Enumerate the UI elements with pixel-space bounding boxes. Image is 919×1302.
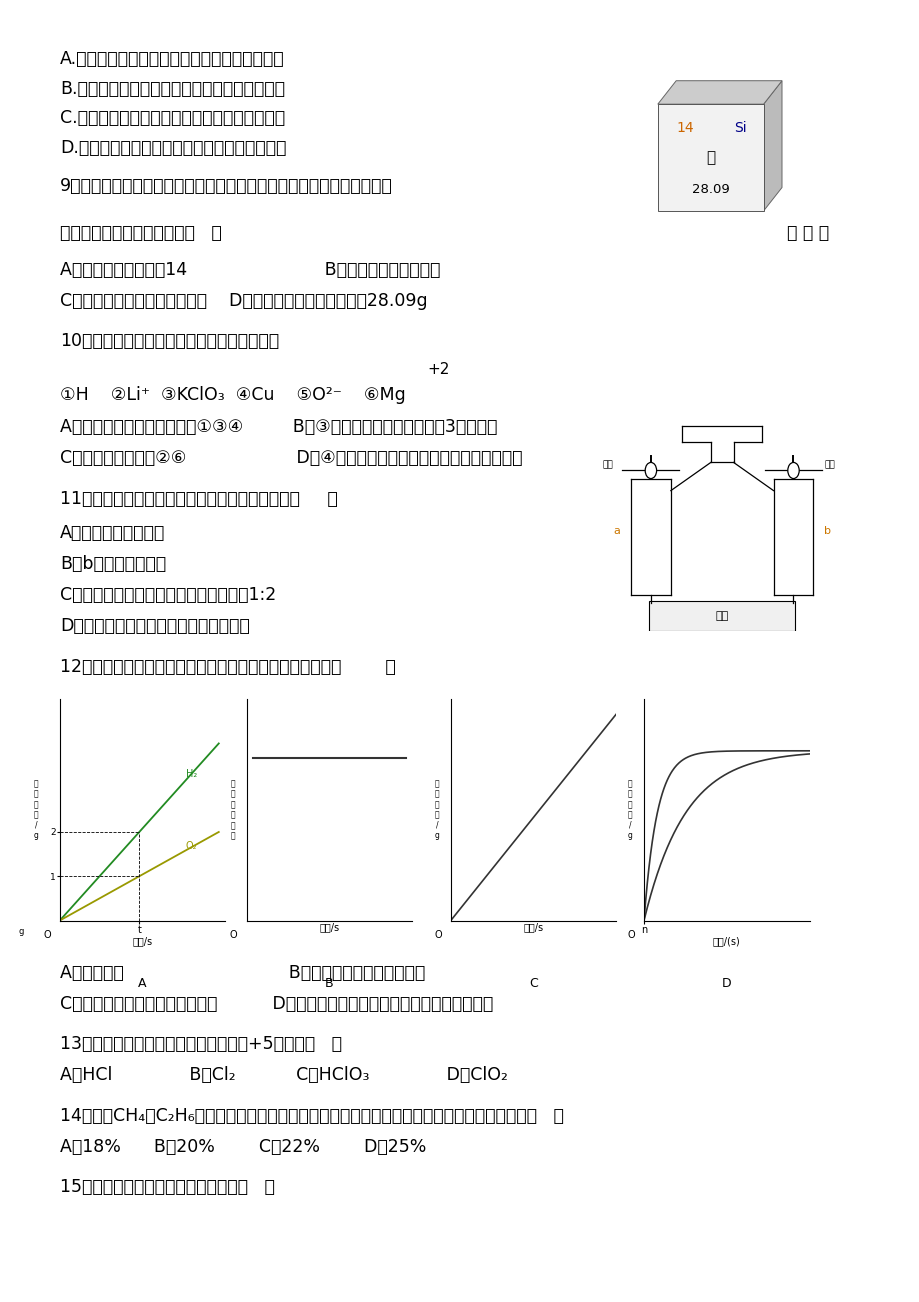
Text: 15．下列做法可以达到预期目的的是（   ）: 15．下列做法可以达到预期目的的是（ ） (60, 1178, 275, 1197)
Text: D: D (721, 976, 731, 990)
X-axis label: 时间/s: 时间/s (132, 936, 153, 947)
Text: C．实验中生成的氢气和氧气的体积比为1:2: C．实验中生成的氢气和氧气的体积比为1:2 (60, 586, 276, 604)
Text: 11．如图所示，有关电解水实验的说法正确的是（     ）: 11．如图所示，有关电解水实验的说法正确的是（ ） (60, 490, 337, 508)
Text: C.由一个带负电的质子和一个带负电的电子构成: C.由一个带负电的质子和一个带负电的电子构成 (60, 109, 285, 128)
Text: 13．在以下物质中，氯元素的化合价为+5价的是（   ）: 13．在以下物质中，氯元素的化合价为+5价的是（ ） (60, 1035, 342, 1053)
Polygon shape (763, 81, 781, 211)
Text: 电源: 电源 (715, 611, 728, 621)
Text: 14．现有CH₄和C₂H₆（乙烷）组成的可燃性混合气体，该混合气体中氢元素的质量分数可能是（   ）: 14．现有CH₄和C₂H₆（乙烷）组成的可燃性混合气体，该混合气体中氢元素的质量… (60, 1107, 563, 1125)
Text: 9．硅元素在现代信息技术产业有着广泛的应用，它在元素周期表中的信: 9．硅元素在现代信息技术产业有着广泛的应用，它在元素周期表中的信 (60, 177, 392, 195)
Text: C．地壳中含量最高的元素是硅    D．硅元素的相对原子质量是28.09g: C．地壳中含量最高的元素是硅 D．硅元素的相对原子质量是28.09g (60, 292, 427, 310)
Text: +2: +2 (427, 362, 449, 378)
X-axis label: 时间/(s): 时间/(s) (712, 936, 740, 947)
X-axis label: 时间/s: 时间/s (523, 922, 543, 932)
FancyBboxPatch shape (649, 602, 794, 631)
Circle shape (644, 462, 656, 479)
Text: A．硅原子的质子数为14                         B．硅元素属于金属元素: A．硅原子的质子数为14 B．硅元素属于金属元素 (60, 260, 439, 279)
Text: Si: Si (733, 121, 746, 134)
Text: 息 如 图: 息 如 图 (786, 224, 828, 242)
Text: A．水的电解                              B．木炭在密闭的容器内燃烧: A．水的电解 B．木炭在密闭的容器内燃烧 (60, 963, 425, 982)
Text: 所示．则下列说法正确的是（   ）: 所示．则下列说法正确的是（ ） (60, 224, 221, 242)
Text: O: O (627, 930, 634, 940)
Text: C．加热一定量的高锰酸钾制氧气          D．等质量的氯酸钾在有无二氧化锰条件下加热: C．加热一定量的高锰酸钾制氧气 D．等质量的氯酸钾在有无二氧化锰条件下加热 (60, 995, 493, 1013)
Circle shape (787, 462, 799, 479)
Text: C: C (528, 976, 538, 990)
Text: g: g (18, 927, 24, 936)
Text: 硅: 硅 (706, 150, 714, 165)
Text: O₂: O₂ (186, 841, 197, 852)
Text: 活塞: 活塞 (602, 460, 612, 469)
Text: O: O (43, 930, 51, 940)
Text: 14: 14 (676, 121, 694, 134)
Text: O: O (434, 930, 441, 940)
Text: 28.09: 28.09 (691, 184, 729, 197)
Text: A: A (138, 976, 147, 990)
Text: D．该实验证明水是由氢气和氧气组成的: D．该实验证明水是由氢气和氧气组成的 (60, 617, 249, 635)
Text: A．HCl              B．Cl₂           C．HClO₃              D．ClO₂: A．HCl B．Cl₂ C．HClO₃ D．ClO₂ (60, 1066, 507, 1085)
Y-axis label: 氧
气
质
量
/
g: 氧 气 质 量 / g (434, 780, 439, 840)
Text: B.由一个带负电的质子和一个带正电的电子构成: B.由一个带负电的质子和一个带正电的电子构成 (60, 79, 285, 98)
Text: ①H    ②Li⁺  ③KClO₃  ④Cu    ⑤O²⁻    ⑥Mg: ①H ②Li⁺ ③KClO₃ ④Cu ⑤O²⁻ ⑥Mg (60, 385, 405, 404)
Text: D.由一个带正电的质子和一个带正电的电子构成: D.由一个带正电的质子和一个带正电的电子构成 (60, 139, 286, 158)
Text: 10．对下列几种化学符号，有关说法正确的是: 10．对下列几种化学符号，有关说法正确的是 (60, 332, 278, 350)
Text: A.由一个带正电的质子和一个带负电的电子构成: A.由一个带正电的质子和一个带负电的电子构成 (60, 49, 284, 68)
Text: A．18%      B．20%        C．22%        D．25%: A．18% B．20% C．22% D．25% (60, 1138, 425, 1156)
Text: B: B (324, 976, 334, 990)
X-axis label: 时间/s: 时间/s (319, 922, 339, 932)
Text: A．表示物质的组成的式子有①③④         B．③中的数字表示氯酸钾中有3个氧原子: A．表示物质的组成的式子有①③④ B．③中的数字表示氯酸钾中有3个氧原子 (60, 418, 496, 436)
Polygon shape (657, 81, 781, 104)
Text: 活塞: 活塞 (824, 460, 834, 469)
Text: a: a (613, 526, 619, 536)
FancyBboxPatch shape (657, 104, 763, 211)
Y-axis label: 气
体
质
量
/
g: 气 体 质 量 / g (33, 780, 39, 840)
Text: O: O (230, 930, 237, 940)
Text: B．b中的气体是氢气: B．b中的气体是氢气 (60, 555, 165, 573)
Text: b: b (823, 526, 831, 536)
Y-axis label: 容
器
固
体
质
量: 容 器 固 体 质 量 (230, 780, 234, 840)
Text: A．该反应为化合反应: A．该反应为化合反应 (60, 523, 165, 542)
Text: H₂: H₂ (186, 768, 197, 779)
Text: C．表示阳离子的有②⑥                    D．④既能表示元素、一个原子，还能表示物质: C．表示阳离子的有②⑥ D．④既能表示元素、一个原子，还能表示物质 (60, 449, 522, 467)
Text: 12．下图所示的四个图像，能正确反映对应变化关系的是（        ）: 12．下图所示的四个图像，能正确反映对应变化关系的是（ ） (60, 658, 395, 676)
Y-axis label: 氧
气
质
量
/
g: 氧 气 质 量 / g (627, 780, 632, 840)
